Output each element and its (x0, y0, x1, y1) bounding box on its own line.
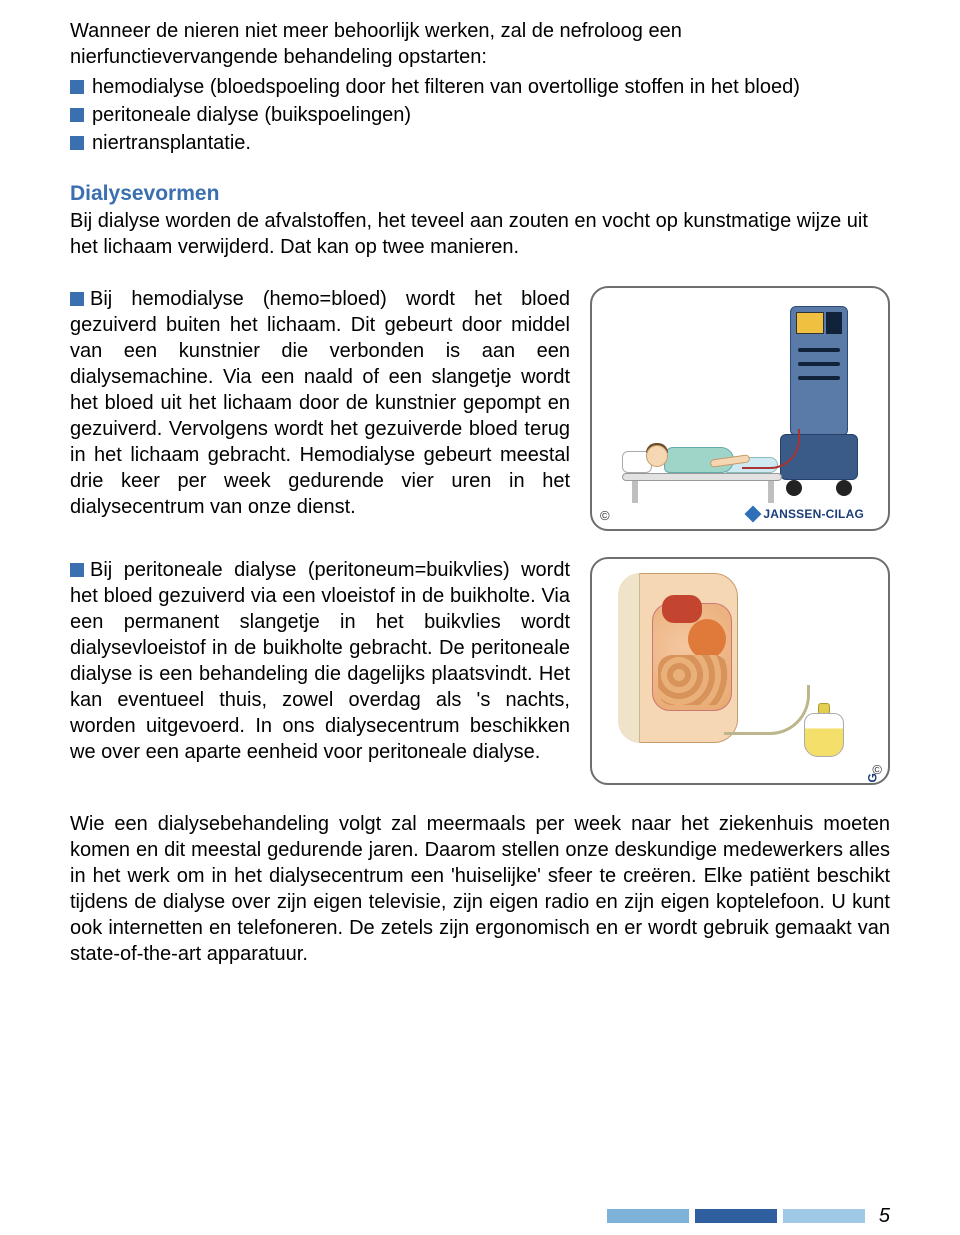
bullet-item: hemodialyse (bloedspoeling door het filt… (70, 74, 890, 100)
square-bullet-icon (70, 108, 84, 122)
bullet-item: peritoneale dialyse (buikspoelingen) (70, 102, 890, 128)
square-bullet-icon (70, 80, 84, 94)
page: Wanneer de nieren niet meer behoorlijk w… (0, 0, 960, 1235)
page-footer: 5 (70, 1205, 890, 1227)
section-body: Bij dialyse worden de afvalstoffen, het … (70, 208, 890, 260)
catheter-tube-icon (724, 685, 810, 735)
bullet-item: niertransplantatie. (70, 130, 890, 156)
intestine-icon (658, 655, 728, 705)
janssen-cilag-logo: JANSSEN-CILAG (747, 507, 864, 525)
footer-decorative-bars (607, 1209, 865, 1223)
hemodialysis-text-column: Bij hemodialyse (hemo=bloed) wordt het b… (70, 286, 570, 531)
square-bullet-icon (70, 292, 84, 306)
bullet-text: peritoneale dialyse (buikspoelingen) (92, 102, 411, 128)
peritoneal-illustration: JANSSEN-CILAG © (590, 557, 890, 785)
peritoneal-paragraph: Bij peritoneale dialyse (peritoneum=buik… (70, 559, 570, 763)
hemodialysis-block: Bij hemodialyse (hemo=bloed) wordt het b… (70, 286, 890, 531)
peritoneal-text: Bij peritoneale dialyse (peritoneum=buik… (70, 557, 570, 765)
logo-text: JANSSEN-CILAG (763, 507, 864, 521)
square-bullet-icon (70, 563, 84, 577)
peritoneal-block: Bij peritoneale dialyse (peritoneum=buik… (70, 557, 890, 785)
bullet-text: niertransplantatie. (92, 130, 251, 156)
copyright-symbol: © (872, 762, 882, 777)
hemodialysis-paragraph: Bij hemodialyse (hemo=bloed) wordt het b… (70, 288, 570, 518)
footer-bar-icon (607, 1209, 689, 1223)
dialysate-bag-icon (800, 703, 848, 761)
footer-bar-icon (695, 1209, 777, 1223)
hemodialysis-illustration: © JANSSEN-CILAG (590, 286, 890, 531)
page-number: 5 (879, 1205, 890, 1228)
square-bullet-icon (70, 136, 84, 150)
hemodialysis-text: Bij hemodialyse (hemo=bloed) wordt het b… (70, 286, 570, 520)
patient-icon (646, 445, 668, 467)
bullet-text: hemodialyse (bloedspoeling door het filt… (92, 74, 800, 100)
bullet-list: hemodialyse (bloedspoeling door het filt… (70, 74, 890, 156)
peritoneal-text-column: Bij peritoneale dialyse (peritoneum=buik… (70, 557, 570, 785)
closing-paragraph: Wie een dialysebehandeling volgt zal mee… (70, 811, 890, 967)
bed-icon (622, 473, 782, 481)
section-title: Dialysevormen (70, 182, 890, 206)
intro-text: Wanneer de nieren niet meer behoorlijk w… (70, 18, 890, 70)
footer-bar-icon (783, 1209, 865, 1223)
dialysis-machine-icon (780, 306, 858, 496)
